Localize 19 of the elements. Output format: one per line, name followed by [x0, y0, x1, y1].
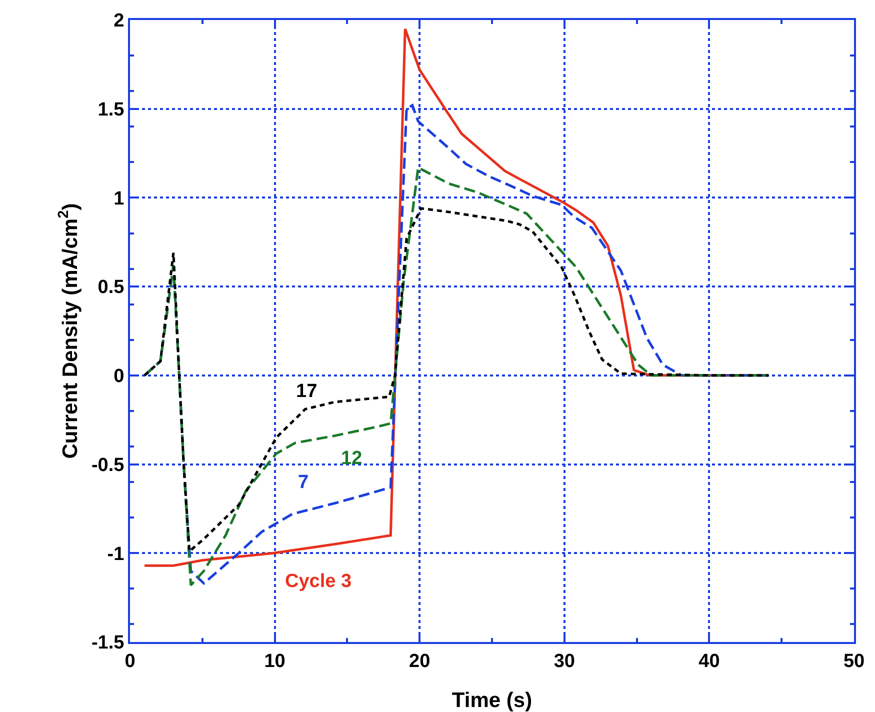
series-label: 12 — [341, 448, 362, 469]
y-tick-label: -1 — [107, 544, 125, 565]
x-tick-label: 30 — [554, 650, 575, 672]
series-label: 17 — [296, 381, 318, 402]
series-label: Cycle 3 — [285, 571, 352, 592]
y-tick-label: 1 — [114, 188, 125, 210]
x-tick-label: 50 — [843, 650, 865, 672]
y-tick-label: -0.5 — [91, 454, 125, 476]
x-tick-label: 40 — [698, 650, 720, 672]
x-tick-label: 10 — [264, 650, 286, 672]
line-series — [143, 207, 770, 553]
x-axis-title: Time (s) — [452, 689, 532, 712]
y-tick-label: 0 — [114, 366, 124, 388]
x-tick-label: 20 — [409, 650, 430, 672]
y-tick-label: -1.5 — [91, 632, 125, 654]
y-tick-label: 2 — [114, 10, 124, 32]
y-tick-label: 0.5 — [98, 277, 125, 298]
y-tick-label: 1.5 — [98, 100, 125, 121]
series-label: 7 — [298, 472, 309, 493]
